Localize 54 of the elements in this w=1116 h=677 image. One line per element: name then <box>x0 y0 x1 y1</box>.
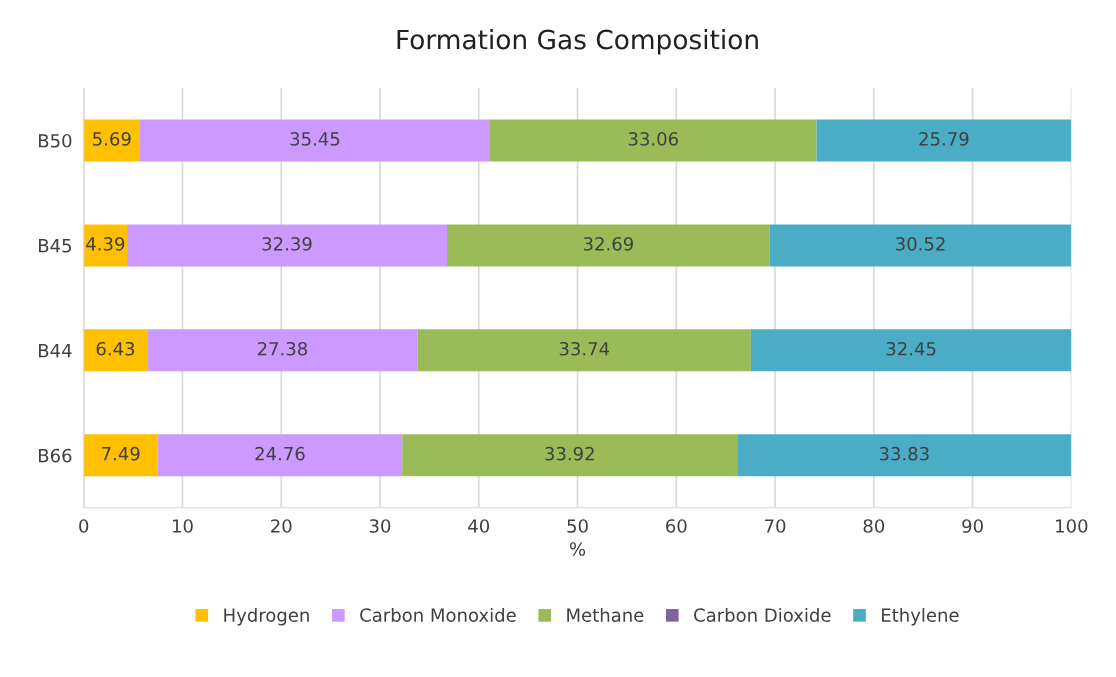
bar <box>83 119 140 162</box>
data-label: 30.52 <box>896 236 945 251</box>
x-tick-label: 60 <box>666 519 687 533</box>
data-label: 32.69 <box>583 236 633 251</box>
data-label: 33.83 <box>879 446 929 461</box>
data-label: 7.49 <box>102 446 140 461</box>
data-label: 24.76 <box>255 446 305 461</box>
bar <box>139 119 491 162</box>
bar <box>147 329 418 372</box>
legend-label: Hydrogen <box>224 607 309 626</box>
data-label: 6.43 <box>96 341 135 356</box>
legend-label: Carbon Dioxide <box>694 607 831 622</box>
x-tick-label: 0 <box>79 519 89 533</box>
data-label: 27.38 <box>257 341 308 356</box>
bar <box>490 119 817 162</box>
chart-title: Formation Gas Composition <box>397 29 758 55</box>
x-tick-label: 80 <box>863 519 885 533</box>
y-tick-label: B66 <box>39 448 72 463</box>
data-label: 35.45 <box>290 132 340 146</box>
bar <box>83 224 128 267</box>
bar <box>769 224 1072 267</box>
data-label: 33.92 <box>545 446 594 461</box>
legend-label: Methane <box>567 607 644 622</box>
x-tick-label: 100 <box>1056 519 1088 533</box>
data-label: 5.69 <box>93 132 131 146</box>
bar <box>127 224 447 267</box>
bar <box>83 329 148 372</box>
data-label: 32.45 <box>886 341 936 356</box>
bar <box>446 224 770 267</box>
bar <box>157 434 403 477</box>
y-tick-label: B45 <box>39 239 72 253</box>
data-label: 4.39 <box>86 236 125 251</box>
data-label: 33.06 <box>628 132 678 146</box>
data-label: 25.79 <box>919 132 969 146</box>
bar <box>402 434 738 477</box>
bar <box>816 119 1072 162</box>
x-tick-label: 70 <box>765 519 786 533</box>
bar <box>83 434 158 477</box>
y-tick-label: B50 <box>39 133 72 148</box>
x-tick-label: 90 <box>962 519 983 533</box>
y-tick-label: B44 <box>39 344 72 358</box>
x-tick-label: 20 <box>271 519 292 533</box>
data-label: 33.74 <box>559 341 610 356</box>
x-tick-label: 10 <box>172 519 193 533</box>
x-tick-label: 50 <box>567 519 588 533</box>
data-label: 32.39 <box>262 236 312 251</box>
bar <box>737 434 1072 477</box>
x-tick-label: 30 <box>369 519 391 533</box>
x-tick-label: 40 <box>468 519 490 533</box>
bar <box>417 329 751 372</box>
legend-label: Carbon Monoxide <box>360 607 516 622</box>
legend-label: Ethylene <box>882 607 959 626</box>
bar <box>750 329 1072 372</box>
x-axis-title: % <box>569 542 586 556</box>
